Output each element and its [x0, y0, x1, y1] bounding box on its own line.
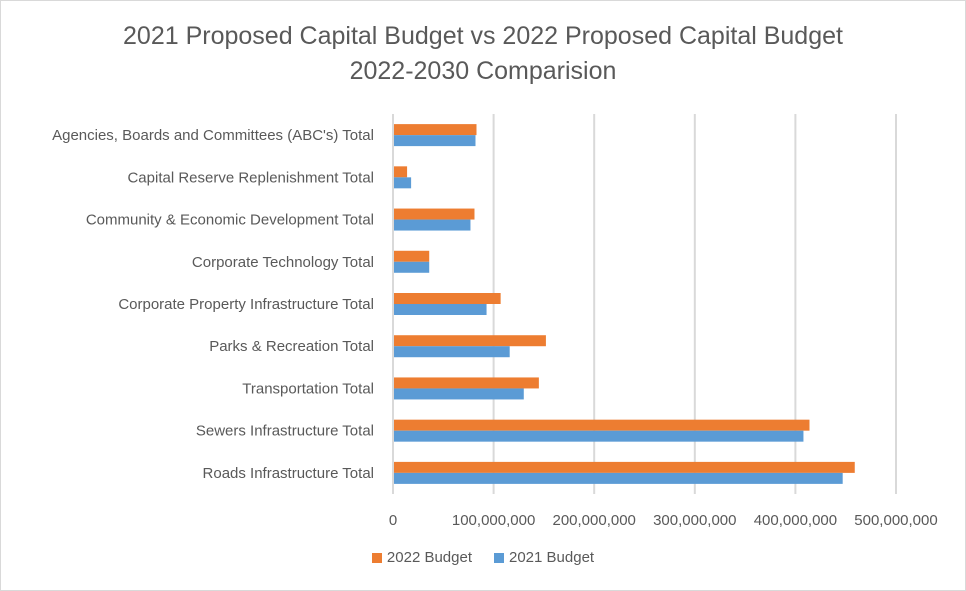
bar-2022 — [394, 377, 539, 389]
legend-item-2021: 2021 Budget — [494, 549, 594, 566]
chart-title: 2021 Proposed Capital Budget vs 2022 Pro… — [123, 22, 843, 50]
bar-2021 — [394, 304, 487, 315]
bar-2022 — [394, 419, 810, 431]
legend-label-2021: 2021 Budget — [509, 549, 595, 566]
x-tick-label: 500,000,000 — [854, 512, 937, 529]
bar-2021 — [394, 388, 524, 400]
category-label: Agencies, Boards and Committees (ABC's) … — [52, 127, 374, 144]
category-label: Capital Reserve Replenishment Total — [127, 169, 374, 186]
legend: 2022 Budget 2021 Budget — [0, 549, 966, 566]
category-label: Community & Economic Development Total — [86, 212, 374, 229]
category-labels: Agencies, Boards and Committees (ABC's) … — [52, 127, 374, 482]
category-label: Corporate Property Infrastructure Total — [118, 296, 374, 313]
bar-2022 — [394, 166, 408, 178]
bar-2021 — [394, 430, 804, 442]
bar-2022 — [394, 124, 477, 136]
bar-2022 — [394, 208, 475, 220]
category-label: Corporate Technology Total — [192, 254, 374, 271]
legend-label-2022: 2022 Budget — [386, 549, 472, 566]
x-tick-label: 400,000,000 — [754, 512, 837, 529]
legend-swatch-2022 — [371, 552, 382, 563]
legend-swatch-2021 — [494, 552, 504, 563]
bar-2021 — [394, 177, 412, 189]
x-tick-label: 300,000,000 — [653, 512, 736, 529]
category-label: Roads Infrastructure Total — [203, 465, 374, 482]
bar-2022 — [394, 250, 430, 262]
bar-2021 — [394, 472, 843, 484]
category-label: Sewers Infrastructure Total — [196, 423, 374, 440]
category-label: Parks & Recreation Total — [209, 338, 374, 355]
x-tick-label: 0 — [389, 512, 397, 529]
bar-2021 — [394, 346, 510, 358]
category-label: Transportation Total — [242, 380, 374, 397]
bar-2022 — [394, 335, 546, 347]
bars — [394, 124, 855, 484]
x-tick-labels: 0 100,000,000 200,000,000 300,000,000 400,00… — [389, 512, 938, 529]
legend-item-2022: 2022 Budget — [371, 549, 472, 566]
x-tick-label: 200,000,000 — [552, 512, 635, 529]
bar-2022 — [394, 461, 855, 473]
chart-subtitle: 2022-2030 Comparision — [349, 57, 617, 85]
bar-2022 — [394, 293, 501, 304]
bar-2021 — [394, 135, 476, 147]
x-tick-label: 100,000,000 — [452, 512, 535, 529]
bar-2021 — [394, 219, 471, 231]
bar-2021 — [394, 261, 430, 273]
